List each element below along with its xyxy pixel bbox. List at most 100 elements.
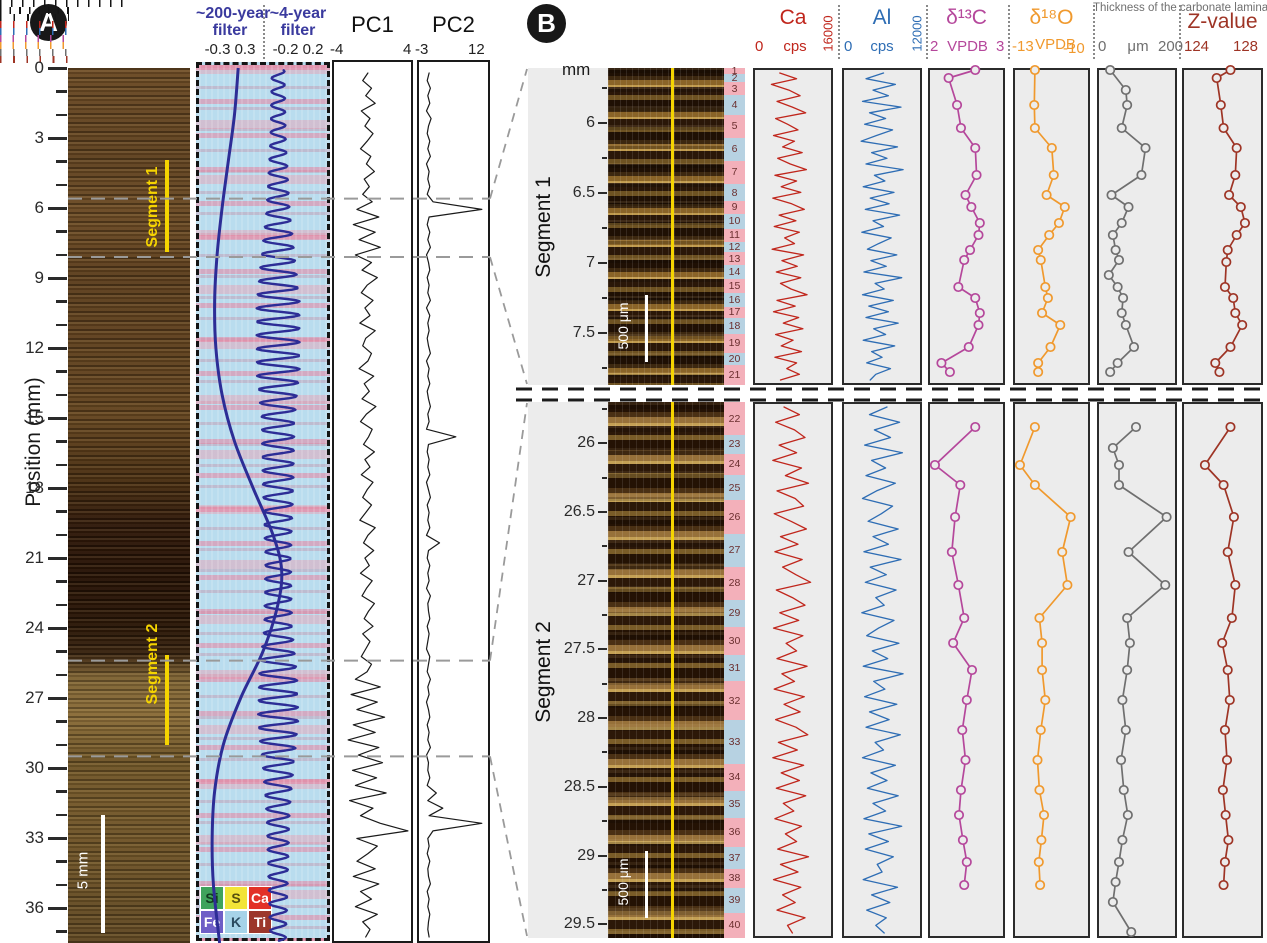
- axis-minor-tick: [56, 790, 67, 793]
- mm-minor-tick: [602, 407, 607, 410]
- axis-minor-tick: [56, 883, 67, 887]
- header-separator-ca-al: [838, 5, 840, 59]
- axis-major-tick: [48, 767, 67, 770]
- lamina-cell: 2: [724, 72, 745, 84]
- lamina-cell: 18: [724, 318, 745, 334]
- d18o-chart-segment1: [1013, 68, 1090, 385]
- pc2-trace: [425, 72, 483, 938]
- al-trace-segment2: [861, 406, 904, 934]
- core-segment2-line: [165, 655, 169, 745]
- axis-minor-tick: [56, 230, 67, 233]
- ca-header-max: 16000: [820, 15, 836, 52]
- mm-unit-label: mm: [562, 60, 591, 79]
- axis-minor-tick: [56, 253, 67, 257]
- axis-major-tick: [48, 557, 67, 560]
- axis-minor-tick: [56, 393, 67, 397]
- d18o-chart-segment2: [1013, 402, 1090, 938]
- segment1-scalebar-label: 500 μm: [615, 302, 631, 350]
- ca-header-title: Ca: [779, 6, 807, 29]
- mm-major-tick: [598, 442, 607, 445]
- axis-minor-tick: [56, 323, 67, 327]
- thk-series-segment1: [1103, 64, 1151, 378]
- segment2-scalebar: [645, 851, 648, 918]
- d18o-series-segment1: [1029, 64, 1070, 378]
- lamina-cell: 23: [724, 435, 745, 454]
- header-separator-al-d13c: [926, 5, 928, 59]
- mm-tick-label: 6.5: [572, 183, 595, 201]
- core-scalebar-label: 5 mm: [74, 851, 92, 890]
- axis-major-tick: [48, 67, 67, 70]
- thickness-header-max: 200: [1158, 38, 1184, 55]
- d13c-header-min: 2: [930, 38, 939, 55]
- axis-minor-tick: [56, 533, 67, 537]
- lamina-cell: 25: [724, 475, 745, 500]
- axis-minor-tick: [56, 860, 67, 863]
- axis-major-tick: [48, 627, 67, 630]
- lamina-cell: 5: [724, 115, 745, 138]
- thickness-header-unit: μm: [1127, 38, 1149, 55]
- axis-major-tick: [48, 417, 67, 420]
- pc1-min: -4: [330, 41, 344, 58]
- lamina-cell: 11: [724, 228, 745, 242]
- legend-element-Ca: Ca: [248, 886, 272, 910]
- axis-tick-label: 12: [25, 338, 44, 357]
- axis-major-tick: [48, 907, 67, 910]
- z-header-max: 128: [1233, 38, 1259, 55]
- segment2-photo: [608, 402, 724, 938]
- d13c-header-max: 3: [996, 38, 1005, 55]
- core-photo: [68, 68, 190, 943]
- d18o-header-title: δ¹⁸O: [1029, 6, 1074, 29]
- mm-minor-tick: [602, 86, 607, 89]
- axis-minor-tick: [56, 183, 67, 187]
- header-separator-thk-z: [1179, 5, 1181, 59]
- axis-tick-label: 36: [25, 898, 44, 917]
- axis-minor-tick: [56, 743, 67, 747]
- mm-tick-label: 27: [577, 571, 595, 589]
- axis-tick-strip: [0, 7, 77, 14]
- mm-minor-tick: [602, 297, 607, 300]
- mm-major-tick: [598, 510, 607, 513]
- xrf-filter-panel: [196, 62, 330, 941]
- lamina-cell: 3: [724, 82, 745, 95]
- d13c-chart-segment2: [928, 402, 1005, 938]
- pc1-title: PC1: [351, 12, 394, 37]
- axis-minor-tick: [56, 650, 67, 653]
- mm-major-tick: [598, 261, 607, 264]
- axis-minor-tick: [56, 113, 67, 117]
- mm-minor-tick: [602, 476, 607, 479]
- pc1-max: 4: [403, 41, 412, 58]
- mm-minor-tick: [602, 888, 607, 891]
- axis-tick-label: 21: [25, 548, 44, 567]
- lamina-cell: 10: [724, 213, 745, 229]
- legend-element-S: S: [224, 886, 248, 910]
- d13c-header-unit: VPDB: [947, 38, 988, 55]
- mm-minor-tick: [602, 367, 607, 370]
- filter-200yr-title-line1: ~200-year: [196, 5, 271, 22]
- mm-major-tick: [598, 785, 607, 788]
- pc1-trace: [347, 72, 409, 938]
- d13c-header-title: δ¹³C: [946, 6, 987, 29]
- axis-tick-label: 30: [25, 758, 44, 777]
- lamina-cell: 37: [724, 846, 745, 869]
- lamina-cell: 15: [724, 279, 745, 293]
- filter-4yr-title-line2: filter: [280, 22, 316, 39]
- mm-major-tick: [598, 121, 607, 124]
- lamina-cell: 22: [724, 402, 745, 435]
- axis-tick-label: 3: [34, 128, 44, 147]
- thickness-header-min: 0: [1098, 38, 1107, 55]
- lamina-cell: 29: [724, 599, 745, 627]
- al-header-unit: cps: [870, 38, 894, 55]
- axis-tick-strip: [0, 49, 78, 56]
- ca-chart-segment2: [753, 402, 833, 938]
- thickness-chart-segment2: [1097, 402, 1177, 938]
- al-header-max: 12000: [909, 15, 925, 52]
- segment1-scanline: [671, 68, 674, 385]
- mm-major-tick: [598, 854, 607, 857]
- axis-tick-label: 15: [25, 408, 44, 427]
- lamina-cell: 12: [724, 241, 745, 253]
- axis-minor-tick: [56, 673, 67, 677]
- mm-major-tick: [598, 191, 607, 194]
- thickness-header-title: Thickness of the carbonate lamina: [1093, 2, 1267, 14]
- lamina-cell: 9: [724, 201, 745, 214]
- mm-major-tick: [598, 923, 607, 926]
